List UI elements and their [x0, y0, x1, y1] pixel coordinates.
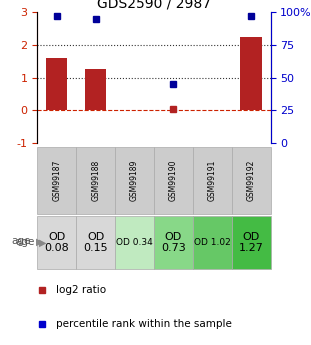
Text: GSM99192: GSM99192	[247, 160, 256, 201]
Text: percentile rank within the sample: percentile rank within the sample	[56, 319, 232, 329]
Text: GSM99191: GSM99191	[208, 160, 217, 201]
Bar	[115, 147, 154, 214]
Bar	[46, 58, 67, 110]
Bar	[193, 147, 232, 214]
Text: ▶: ▶	[39, 237, 46, 247]
Text: GSM99190: GSM99190	[169, 159, 178, 201]
Text: GSM99189: GSM99189	[130, 160, 139, 201]
Bar	[154, 147, 193, 214]
Bar	[232, 147, 271, 214]
Bar	[193, 216, 232, 269]
Text: OD
0.08: OD 0.08	[44, 231, 69, 253]
Text: OD
0.73: OD 0.73	[161, 231, 186, 253]
Bar	[85, 69, 106, 110]
Bar	[37, 147, 76, 214]
Text: OD
0.15: OD 0.15	[83, 231, 108, 253]
Title: GDS2590 / 2987: GDS2590 / 2987	[97, 0, 211, 11]
Bar	[37, 216, 76, 269]
Text: GSM99188: GSM99188	[91, 160, 100, 201]
Text: ▶: ▶	[36, 237, 43, 246]
Text: OD 1.02: OD 1.02	[194, 238, 231, 247]
Bar	[76, 147, 115, 214]
Text: GSM99187: GSM99187	[52, 160, 61, 201]
Bar	[240, 37, 262, 110]
Bar	[154, 216, 193, 269]
Bar	[115, 216, 154, 269]
Text: OD 0.34: OD 0.34	[116, 238, 153, 247]
Text: age: age	[16, 237, 35, 247]
Bar	[232, 216, 271, 269]
Bar	[76, 216, 115, 269]
Text: age: age	[12, 237, 31, 246]
Text: OD
1.27: OD 1.27	[239, 231, 263, 253]
Text: log2 ratio: log2 ratio	[56, 285, 106, 295]
